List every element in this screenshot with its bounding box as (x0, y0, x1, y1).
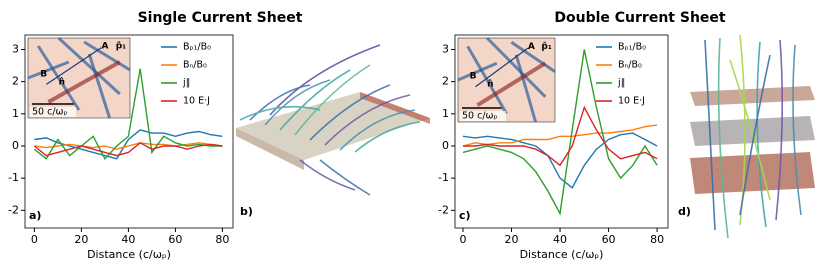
y-tick-label: -2 (8, 203, 19, 216)
y-tick-label: 1 (442, 107, 449, 120)
x-tick-label: 80 (215, 233, 229, 246)
render-3d-single (236, 44, 430, 196)
y-tick-label: 0 (12, 139, 19, 152)
y-tick-label: 2 (12, 75, 19, 88)
panel-label: c) (459, 209, 471, 222)
legend-label: 10 E·J (183, 96, 210, 107)
inset-stripe (83, 40, 131, 72)
y-tick-label: 3 (442, 42, 449, 55)
panel-label: a) (29, 209, 41, 222)
inset-label: B (40, 70, 47, 80)
scale-label: 50 c/ωₚ (462, 111, 498, 122)
legend-label: j∥ (617, 78, 625, 89)
inset-stripe (87, 53, 112, 119)
x-axis-label: Distance (c/ωₚ) (87, 248, 171, 260)
x-axis-label: Distance (c/ωₚ) (520, 248, 604, 260)
x-tick-label: 40 (121, 233, 135, 246)
x-tick-label: 0 (31, 233, 38, 246)
plot-frame (24, 34, 234, 229)
legend-label: j∥ (182, 78, 190, 89)
inset-cut (46, 47, 102, 85)
legend-label: Bₙ/B₀ (618, 60, 642, 71)
chart-title: Single Current Sheet (138, 10, 303, 26)
panel-label: d) (678, 205, 691, 218)
y-tick-label: -1 (438, 171, 449, 184)
inset-label: n̂ (487, 79, 493, 90)
legend-label: Bₚ₁/B₀ (183, 42, 211, 53)
y-tick-label: 3 (12, 42, 19, 55)
inset-label: p̂₁ (541, 41, 551, 52)
y-tick-label: -2 (438, 203, 449, 216)
inset-stripe (57, 36, 121, 96)
panel-label: b) (240, 205, 253, 218)
series-line (33, 141, 223, 157)
x-tick-label: 80 (650, 233, 664, 246)
inset-stripe (457, 61, 498, 82)
y-tick-label: 2 (442, 75, 449, 88)
y-tick-label: 1 (12, 107, 19, 120)
legend-label: Bₙ/B₀ (183, 60, 207, 71)
inset-stripe (27, 60, 70, 80)
chart-title: Double Current Sheet (554, 10, 726, 26)
x-tick-label: 60 (602, 233, 616, 246)
x-tick-label: 20 (74, 233, 88, 246)
x-tick-label: 60 (168, 233, 182, 246)
series-line (462, 124, 658, 147)
x-tick-label: 20 (505, 233, 519, 246)
inset-label: B (470, 71, 477, 81)
scale-bg (30, 107, 76, 117)
series-line (462, 49, 658, 216)
render-3d-double (690, 34, 815, 239)
series-line (463, 105, 658, 167)
inset-pattern (27, 36, 131, 119)
y-tick-label: 0 (442, 139, 449, 152)
inset-stripe (514, 54, 538, 123)
inset-stripe (36, 45, 81, 111)
x-tick-label: 0 (460, 233, 467, 246)
inset-cut (475, 47, 529, 88)
inset-stripe (486, 36, 547, 98)
series-line (34, 142, 223, 150)
inset-label: A (528, 42, 535, 52)
inset-stripe (466, 45, 508, 115)
scale-bg (460, 111, 506, 121)
x-tick-label: 40 (553, 233, 567, 246)
inset-label: n̂ (59, 77, 65, 88)
inset-stripe (510, 40, 556, 73)
plot-frame (454, 34, 669, 229)
legend-label: Bₚ₁/B₀ (618, 42, 646, 53)
y-tick-label: -1 (8, 171, 19, 184)
inset-stripe (47, 60, 121, 104)
series-line (462, 132, 658, 189)
legend-label: 10 E·J (618, 96, 645, 107)
inset-label: p̂₁ (116, 41, 126, 52)
inset-pattern (457, 36, 556, 123)
inset-label: A (101, 42, 108, 52)
inset-stripe (476, 61, 547, 107)
scale-label: 50 c/ωₚ (32, 107, 68, 118)
